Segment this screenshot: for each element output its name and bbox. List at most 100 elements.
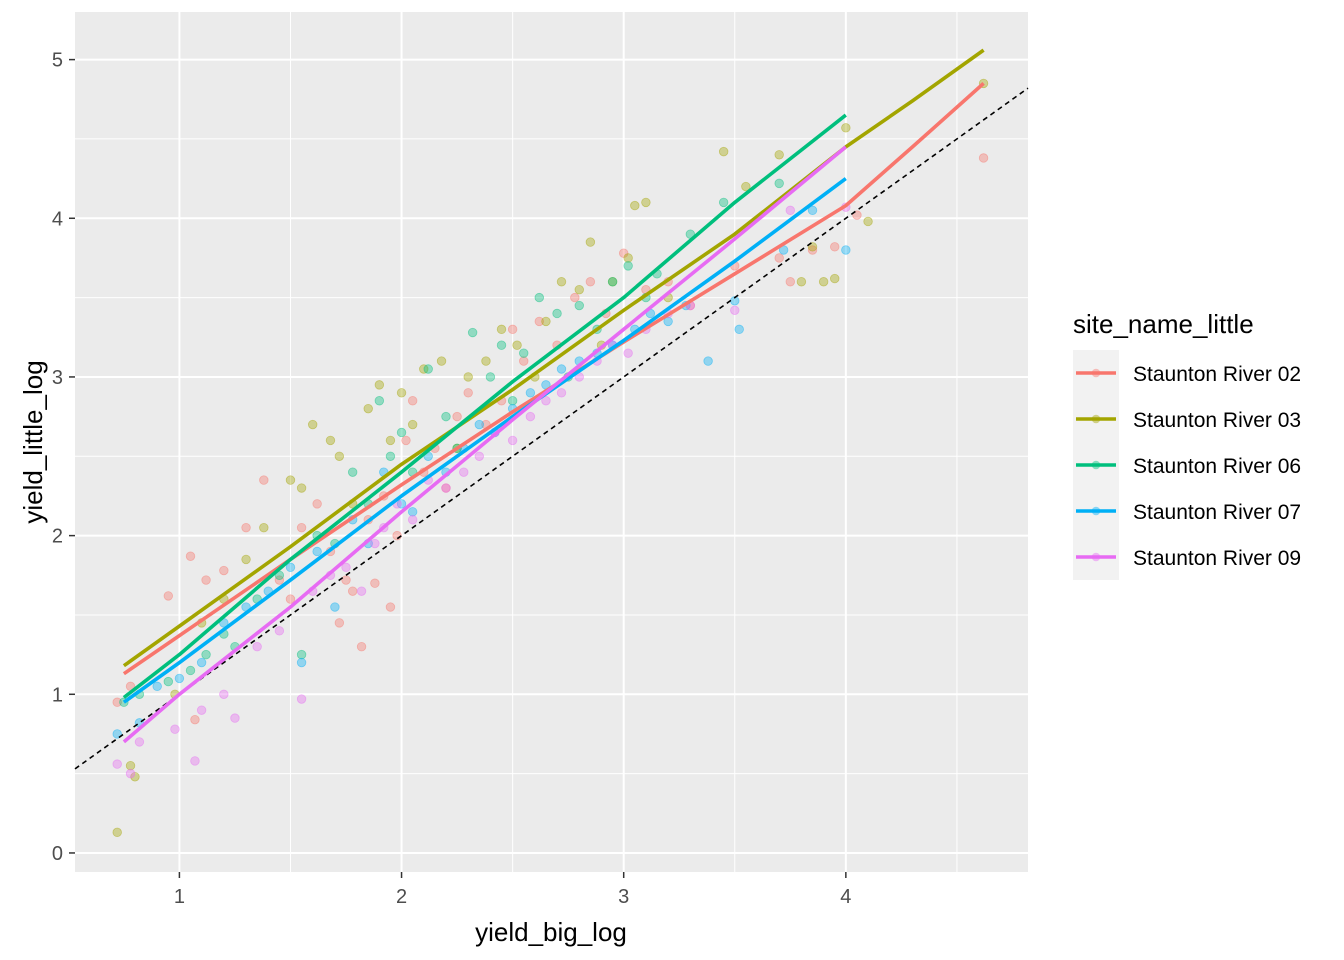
data-point <box>467 327 478 338</box>
data-point <box>512 340 522 350</box>
data-point <box>623 253 633 263</box>
data-point <box>807 205 818 216</box>
data-point <box>163 676 174 687</box>
x-tick-label: 2 <box>396 886 407 908</box>
data-point <box>363 403 373 414</box>
data-point <box>407 507 418 517</box>
data-point <box>296 522 307 533</box>
legend-items: Staunton River 02 Staunton River 03 Staunt… <box>1073 350 1301 580</box>
data-point <box>574 300 584 311</box>
data-point <box>112 697 122 707</box>
data-point <box>525 411 536 422</box>
data-point <box>130 772 140 782</box>
data-point <box>196 705 207 715</box>
data-point <box>374 396 385 406</box>
x-tick-label: 1 <box>174 886 185 908</box>
legend-title: site_name_little <box>1073 309 1254 339</box>
data-point <box>552 308 562 319</box>
data-point <box>190 714 200 725</box>
legend-label: Staunton River 03 <box>1133 409 1301 432</box>
data-point <box>347 467 358 477</box>
data-point <box>307 419 318 430</box>
data-point <box>574 284 584 295</box>
data-point <box>356 586 367 596</box>
data-point <box>734 324 744 335</box>
data-point <box>741 181 751 192</box>
data-point <box>396 499 407 509</box>
data-point <box>241 554 251 565</box>
data-point <box>785 205 796 216</box>
y-tick-label: 5 <box>52 50 63 72</box>
data-point <box>807 245 818 255</box>
data-point <box>259 522 269 533</box>
data-point <box>385 451 396 461</box>
data-point <box>230 713 240 723</box>
data-point <box>185 665 196 676</box>
legend-label: Staunton River 07 <box>1133 501 1301 524</box>
data-point <box>585 277 596 287</box>
data-point <box>452 411 462 422</box>
data-point <box>285 594 296 604</box>
smooth-line <box>122 48 985 668</box>
reference-line-1-to-1 <box>74 87 1029 770</box>
legend-key-point <box>1091 414 1101 424</box>
data-point <box>407 515 418 525</box>
smooth-line <box>122 177 847 704</box>
data-point <box>630 200 640 211</box>
data-point <box>541 316 551 327</box>
data-point <box>407 419 418 430</box>
data-point <box>785 277 796 287</box>
data-point <box>163 591 174 601</box>
grid-major <box>75 12 1028 872</box>
legend: site_name_little Staunton River 02Staunt… <box>1073 309 1301 580</box>
data-point <box>285 562 296 573</box>
data-point <box>112 827 122 838</box>
data-point <box>312 546 322 557</box>
data-point <box>730 305 740 316</box>
data-point <box>623 348 633 358</box>
data-point <box>241 522 251 533</box>
data-point <box>841 245 851 255</box>
legend-key-point <box>1091 368 1101 378</box>
data-point <box>718 197 729 208</box>
y-tick-label: 0 <box>52 843 63 865</box>
legend-key-point <box>1091 460 1101 470</box>
data-point <box>219 689 229 699</box>
data-point <box>830 242 840 252</box>
data-point <box>519 348 529 358</box>
data-point <box>463 388 473 398</box>
data-point <box>396 388 407 398</box>
data-point <box>396 427 407 438</box>
data-point <box>841 123 851 133</box>
data-point <box>830 273 840 284</box>
data-point <box>296 483 307 493</box>
data-point <box>541 396 551 406</box>
data-point <box>796 277 807 287</box>
data-point <box>252 641 262 652</box>
data-point <box>556 364 567 374</box>
data-point <box>334 618 345 628</box>
x-tick-label: 4 <box>840 886 851 908</box>
data-point <box>152 681 162 692</box>
data-point <box>219 565 229 576</box>
legend-label: Staunton River 02 <box>1133 363 1301 386</box>
data-point <box>474 419 485 430</box>
data-point <box>419 364 429 374</box>
y-tick-label: 3 <box>52 367 63 389</box>
data-point <box>436 356 447 366</box>
smooth-line <box>122 145 847 744</box>
data-point <box>441 483 451 493</box>
data-point <box>341 562 351 573</box>
data-point <box>392 530 402 541</box>
data-point <box>325 435 336 446</box>
data-point <box>385 602 396 612</box>
legend-label: Staunton River 09 <box>1133 547 1301 570</box>
data-point <box>485 372 496 382</box>
data-point <box>125 768 136 779</box>
data-point <box>663 316 673 327</box>
data-point <box>112 759 122 769</box>
x-axis-ticks: 1 2 3 4 <box>174 872 851 908</box>
data-point <box>703 356 713 366</box>
data-point <box>134 737 145 747</box>
data-point <box>556 388 567 398</box>
